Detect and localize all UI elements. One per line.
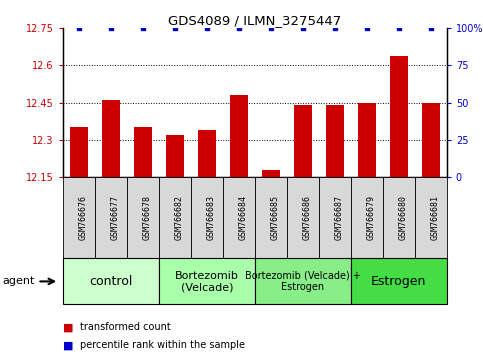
Text: Bortezomib
(Velcade): Bortezomib (Velcade) bbox=[175, 270, 239, 292]
Bar bbox=[63, 258, 159, 304]
Text: ■: ■ bbox=[63, 322, 73, 332]
Text: GSM766679: GSM766679 bbox=[367, 195, 376, 240]
Bar bbox=[159, 258, 255, 304]
Text: percentile rank within the sample: percentile rank within the sample bbox=[80, 340, 245, 350]
Text: GSM766682: GSM766682 bbox=[175, 195, 184, 240]
Bar bbox=[159, 177, 191, 258]
Text: Bortezomib (Velcade) +
Estrogen: Bortezomib (Velcade) + Estrogen bbox=[245, 270, 361, 292]
Bar bbox=[127, 177, 159, 258]
Bar bbox=[255, 258, 351, 304]
Bar bbox=[422, 103, 440, 177]
Text: ■: ■ bbox=[63, 340, 73, 350]
Bar bbox=[230, 95, 248, 177]
Text: GSM766686: GSM766686 bbox=[303, 195, 312, 240]
Bar bbox=[95, 177, 127, 258]
Text: transformed count: transformed count bbox=[80, 322, 170, 332]
Text: GSM766684: GSM766684 bbox=[239, 195, 248, 240]
Text: Estrogen: Estrogen bbox=[371, 275, 426, 288]
Bar bbox=[102, 100, 120, 177]
Bar bbox=[415, 177, 447, 258]
Bar bbox=[166, 135, 184, 177]
Bar bbox=[191, 177, 223, 258]
Bar bbox=[255, 177, 287, 258]
Bar bbox=[134, 127, 152, 177]
Text: GSM766678: GSM766678 bbox=[143, 195, 152, 240]
Text: GSM766685: GSM766685 bbox=[271, 195, 280, 240]
Bar bbox=[351, 258, 447, 304]
Bar bbox=[294, 105, 312, 177]
Bar bbox=[326, 105, 343, 177]
Bar bbox=[63, 177, 95, 258]
Text: GSM766676: GSM766676 bbox=[79, 195, 88, 240]
Text: control: control bbox=[89, 275, 132, 288]
Title: GDS4089 / ILMN_3275447: GDS4089 / ILMN_3275447 bbox=[168, 14, 341, 27]
Bar bbox=[383, 177, 415, 258]
Text: agent: agent bbox=[2, 276, 35, 286]
Bar bbox=[351, 177, 383, 258]
Bar bbox=[198, 130, 215, 177]
Text: GSM766677: GSM766677 bbox=[111, 195, 120, 240]
Text: GSM766683: GSM766683 bbox=[207, 195, 216, 240]
Bar bbox=[390, 56, 408, 177]
Bar bbox=[358, 103, 376, 177]
Text: GSM766681: GSM766681 bbox=[431, 195, 440, 240]
Bar bbox=[223, 177, 255, 258]
Bar bbox=[262, 170, 280, 177]
Bar bbox=[319, 177, 351, 258]
Text: GSM766680: GSM766680 bbox=[399, 195, 408, 240]
Bar bbox=[287, 177, 319, 258]
Text: GSM766687: GSM766687 bbox=[335, 195, 344, 240]
Bar bbox=[70, 127, 87, 177]
